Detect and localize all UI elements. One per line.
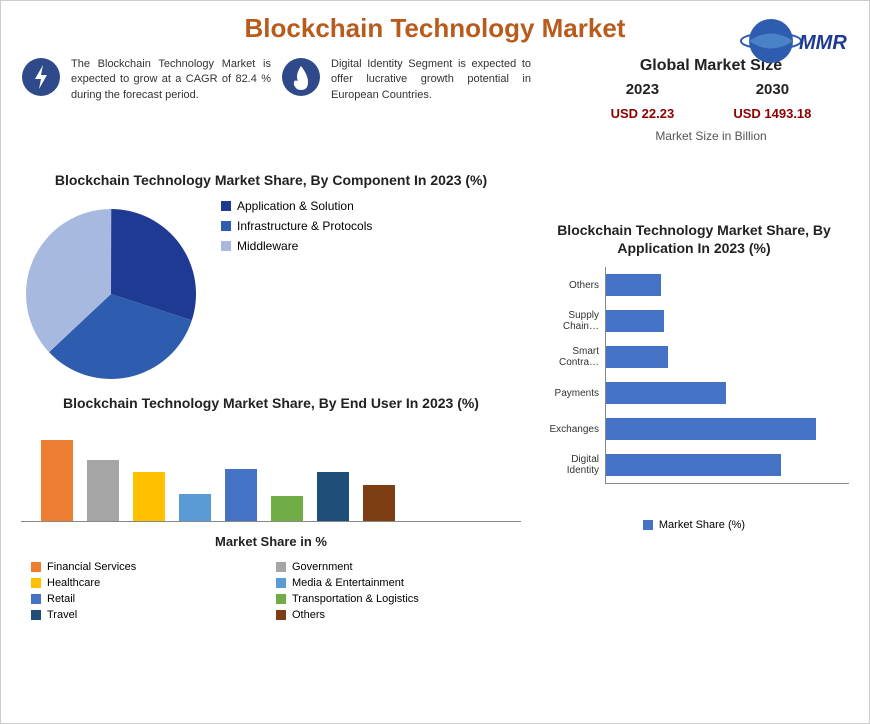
- hbar: [606, 418, 816, 440]
- legend-item: Others: [276, 609, 511, 621]
- flame-icon: [281, 57, 321, 97]
- legend-item: Infrastructure & Protocols: [221, 219, 372, 233]
- hbar-track: [605, 267, 849, 303]
- legend-label: Others: [292, 609, 325, 621]
- legend-square-icon: [276, 578, 286, 588]
- legend-item: Transportation & Logistics: [276, 593, 511, 605]
- legend-square-icon: [31, 610, 41, 620]
- bolt-icon: [21, 57, 61, 97]
- hbar-row: Supply Chain…: [539, 303, 849, 339]
- vbar-chart-title: Blockchain Technology Market Share, By E…: [21, 394, 521, 412]
- hbar-track: [605, 375, 849, 411]
- legend-square-icon: [276, 594, 286, 604]
- legend-square-icon: [31, 578, 41, 588]
- end-user-bar-chart: Blockchain Technology Market Share, By E…: [21, 394, 521, 621]
- pie-legend: Application & Solution Infrastructure & P…: [221, 199, 372, 259]
- legend-item: Healthcare: [31, 577, 266, 589]
- legend-label: Travel: [47, 609, 77, 621]
- hbar-label: Exchanges: [539, 424, 599, 435]
- hbar: [606, 454, 781, 476]
- hbar-track: [605, 411, 849, 447]
- pie-graphic: [21, 199, 201, 379]
- size-year: 2030: [733, 81, 811, 98]
- vbar-legend: Financial Services Government Healthcare Me…: [21, 561, 521, 621]
- legend-square-icon: [31, 562, 41, 572]
- svg-text:MMR: MMR: [799, 32, 847, 54]
- hbar-label: Payments: [539, 388, 599, 399]
- insight-text: The Blockchain Technology Market is expe…: [71, 57, 271, 103]
- hbar-label: Digital Identity: [539, 454, 599, 476]
- legend-item: Application & Solution: [221, 199, 372, 213]
- insight-cagr: The Blockchain Technology Market is expe…: [21, 57, 271, 143]
- vbar: [41, 440, 73, 521]
- hbar: [606, 382, 726, 404]
- hbar-label: Supply Chain…: [539, 310, 599, 332]
- legend-square-icon: [276, 610, 286, 620]
- size-note: Market Size in Billion: [581, 129, 841, 143]
- hbar-legend-label: Market Share (%): [659, 519, 745, 531]
- vbar: [363, 485, 395, 521]
- hbar-row: Others: [539, 267, 849, 303]
- legend-item: Media & Entertainment: [276, 577, 511, 589]
- vbar: [133, 472, 165, 522]
- size-value: USD 1493.18: [733, 106, 811, 121]
- legend-label: Financial Services: [47, 561, 136, 573]
- hbar-legend: Market Share (%): [539, 519, 849, 531]
- legend-item: Middleware: [221, 239, 372, 253]
- legend-item: Financial Services: [31, 561, 266, 573]
- hbar-row: Payments: [539, 375, 849, 411]
- insight-text: Digital Identity Segment is expected to …: [331, 57, 531, 103]
- size-col-2030: 2030 USD 1493.18: [733, 81, 811, 121]
- legend-square-icon: [221, 201, 231, 211]
- left-column: Blockchain Technology Market Share, By C…: [21, 171, 521, 621]
- hbar-track: [605, 447, 849, 483]
- vbar: [87, 460, 119, 521]
- legend-square-icon: [221, 221, 231, 231]
- size-year: 2023: [611, 81, 675, 98]
- hbar-row: Smart Contra…: [539, 339, 849, 375]
- legend-square-icon: [221, 241, 231, 251]
- legend-square-icon: [276, 562, 286, 572]
- legend-label: Government: [292, 561, 353, 573]
- legend-label: Infrastructure & Protocols: [237, 219, 372, 233]
- mmr-logo: MMR: [739, 11, 849, 71]
- vbar-area: [21, 422, 521, 522]
- legend-square-icon: [643, 520, 653, 530]
- legend-label: Healthcare: [47, 577, 100, 589]
- size-col-2023: 2023 USD 22.23: [611, 81, 675, 121]
- legend-label: Middleware: [237, 239, 298, 253]
- legend-item: Retail: [31, 593, 266, 605]
- legend-label: Media & Entertainment: [292, 577, 404, 589]
- vbar: [271, 496, 303, 521]
- right-column: Blockchain Technology Market Share, By A…: [539, 221, 849, 531]
- vbar: [225, 469, 257, 521]
- pie-chart-title: Blockchain Technology Market Share, By C…: [21, 171, 521, 189]
- legend-item: Government: [276, 561, 511, 573]
- pie-chart: Application & Solution Infrastructure & P…: [21, 199, 521, 379]
- vbar-axis-title: Market Share in %: [21, 534, 521, 549]
- hbar-row: Digital Identity: [539, 447, 849, 483]
- size-value: USD 22.23: [611, 106, 675, 121]
- vbar: [179, 494, 211, 521]
- hbar-track: [605, 303, 849, 339]
- hbar-chart-title: Blockchain Technology Market Share, By A…: [539, 221, 849, 257]
- hbar: [606, 274, 661, 296]
- hbar-label: Others: [539, 280, 599, 291]
- legend-label: Application & Solution: [237, 199, 354, 213]
- vbar: [317, 472, 349, 522]
- legend-label: Transportation & Logistics: [292, 593, 419, 605]
- insight-digital-identity: Digital Identity Segment is expected to …: [281, 57, 531, 143]
- hbar: [606, 346, 668, 368]
- hbar: [606, 310, 664, 332]
- hbar-axis: [605, 483, 849, 484]
- hbar-label: Smart Contra…: [539, 346, 599, 368]
- hbar-track: [605, 339, 849, 375]
- legend-square-icon: [31, 594, 41, 604]
- hbar-row: Exchanges: [539, 411, 849, 447]
- hbar-area: Others Supply Chain… Smart Contra… Payments…: [539, 267, 849, 484]
- legend-item: Travel: [31, 609, 266, 621]
- legend-label: Retail: [47, 593, 75, 605]
